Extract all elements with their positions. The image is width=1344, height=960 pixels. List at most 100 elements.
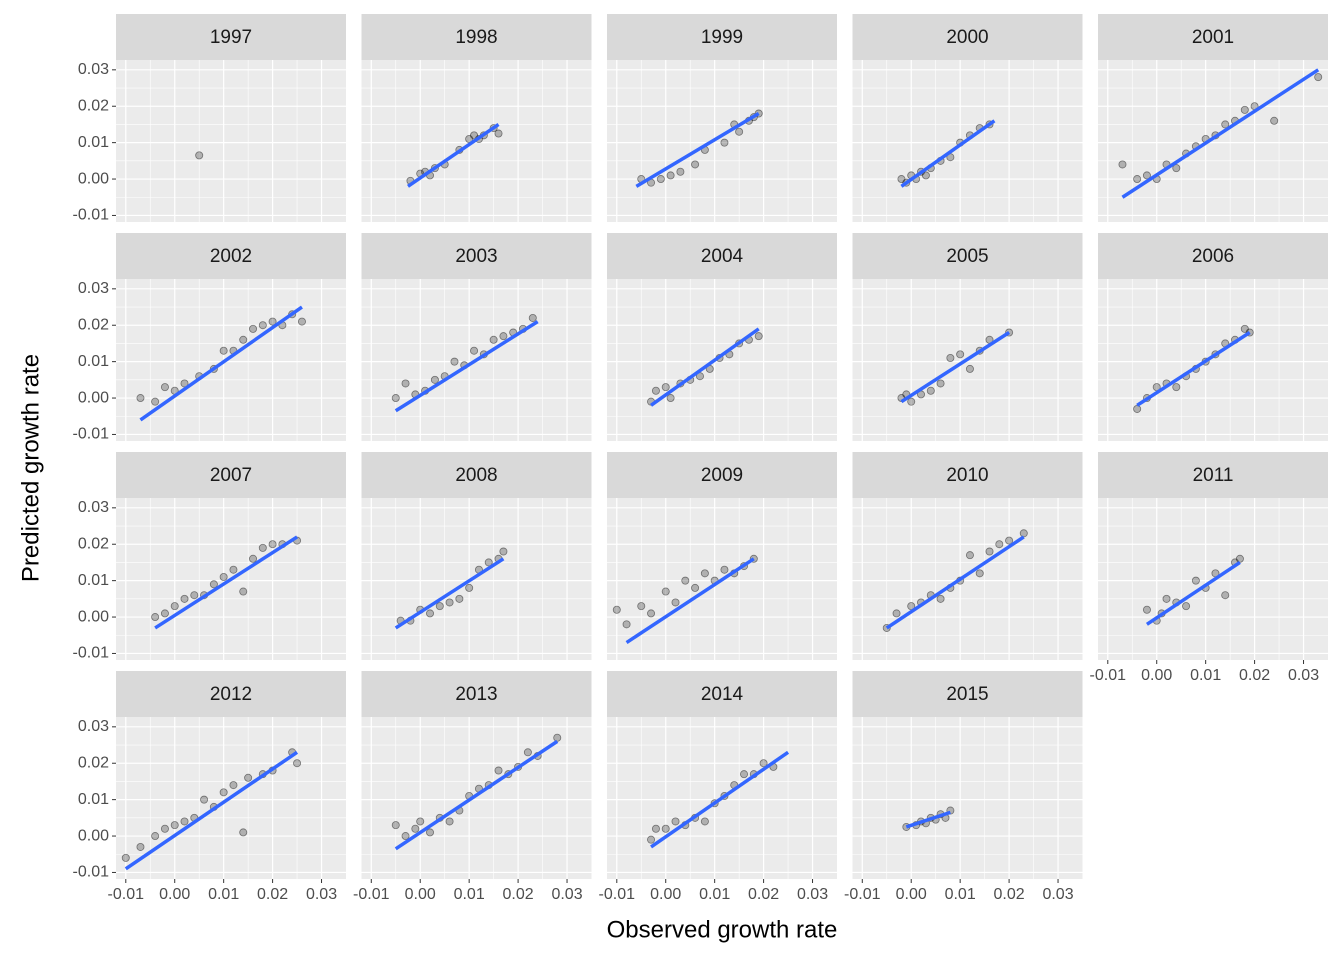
- point: [494, 129, 503, 138]
- point: [160, 383, 169, 392]
- point: [170, 821, 179, 830]
- strip: [116, 452, 346, 498]
- point: [1172, 164, 1181, 173]
- strip: [1098, 14, 1328, 60]
- strip: [1098, 452, 1328, 498]
- strip-label: 1999: [701, 27, 743, 48]
- strip-label: 2000: [946, 27, 988, 48]
- fit-line: [394, 739, 559, 851]
- point: [897, 175, 906, 184]
- panel: [1098, 279, 1328, 441]
- y-tick-label: 0.03: [78, 499, 109, 516]
- x-tick-label: 0.00: [650, 886, 681, 903]
- strip-label: 2005: [946, 246, 988, 267]
- y-tick-label: 0.00: [78, 608, 109, 625]
- point: [229, 565, 238, 574]
- point: [244, 773, 253, 782]
- point: [1221, 591, 1230, 600]
- strip-label: 2004: [701, 246, 744, 267]
- y-tick-label: 0.03: [78, 280, 109, 297]
- point: [553, 733, 562, 742]
- point: [200, 795, 209, 804]
- strip-label: 2013: [455, 684, 497, 705]
- point: [190, 591, 199, 600]
- point: [1118, 160, 1127, 169]
- point: [985, 547, 994, 556]
- panel: [852, 498, 1083, 660]
- x-tick-label: 0.03: [1042, 886, 1073, 903]
- strip-label: 2002: [210, 246, 252, 267]
- point: [445, 817, 454, 826]
- fit-line: [154, 535, 299, 630]
- point: [426, 609, 435, 618]
- point: [700, 569, 709, 578]
- panel: [607, 60, 837, 222]
- fit-line: [1121, 68, 1320, 199]
- panel: [116, 60, 346, 222]
- point: [401, 832, 410, 841]
- point: [239, 335, 248, 344]
- panel: [852, 717, 1083, 879]
- point: [470, 131, 479, 140]
- point: [637, 602, 646, 611]
- strip-label: 2011: [1193, 465, 1234, 486]
- y-tick-label: 0.00: [78, 827, 109, 844]
- point: [411, 824, 420, 833]
- strip: [852, 671, 1083, 717]
- x-tick-label: 0.03: [551, 886, 582, 903]
- strip: [116, 671, 346, 717]
- point: [391, 394, 400, 403]
- point: [1270, 116, 1279, 125]
- x-tick-label: -0.01: [599, 886, 636, 903]
- point: [1240, 105, 1249, 114]
- x-tick-label: 0.00: [896, 886, 927, 903]
- y-tick-label: -0.01: [73, 864, 110, 881]
- point: [430, 375, 439, 384]
- point: [1314, 73, 1323, 82]
- strip-label: 2014: [701, 684, 744, 705]
- fit-line: [1145, 560, 1241, 626]
- y-tick-label: -0.01: [73, 207, 110, 224]
- fit-line: [885, 535, 1025, 630]
- strip-label: 2001: [1192, 27, 1234, 48]
- point: [622, 620, 631, 629]
- point: [219, 788, 228, 797]
- point: [499, 332, 508, 341]
- strip: [607, 233, 837, 279]
- point: [956, 350, 965, 359]
- point: [160, 609, 169, 618]
- y-tick-label: 0.02: [78, 535, 109, 552]
- strip: [116, 233, 346, 279]
- point: [416, 817, 425, 826]
- point: [936, 594, 945, 603]
- x-tick-label: 0.03: [1288, 667, 1319, 684]
- y-tick-label: 0.03: [78, 61, 109, 78]
- point: [907, 397, 916, 406]
- point: [975, 569, 984, 578]
- point: [921, 171, 930, 180]
- point: [1142, 171, 1151, 180]
- strip-label: 1997: [210, 27, 252, 48]
- strip-label: 2003: [455, 246, 497, 267]
- point: [484, 558, 493, 567]
- point: [651, 824, 660, 833]
- point: [455, 594, 464, 603]
- point: [671, 817, 680, 826]
- x-tick-label: 0.00: [159, 886, 190, 903]
- strip: [607, 14, 837, 60]
- point: [528, 313, 537, 322]
- x-axis-title: Observed growth rate: [607, 916, 838, 943]
- point: [1133, 175, 1142, 184]
- fit-line: [394, 320, 539, 413]
- strip-label: 2012: [210, 684, 252, 705]
- point: [293, 759, 302, 768]
- point: [691, 583, 700, 592]
- point: [671, 598, 680, 607]
- strip: [361, 671, 592, 717]
- x-tick-label: 0.01: [699, 886, 730, 903]
- point: [151, 613, 160, 622]
- fit-line: [635, 112, 760, 188]
- y-tick-label: -0.01: [73, 426, 110, 443]
- x-tick-label: -0.01: [844, 886, 881, 903]
